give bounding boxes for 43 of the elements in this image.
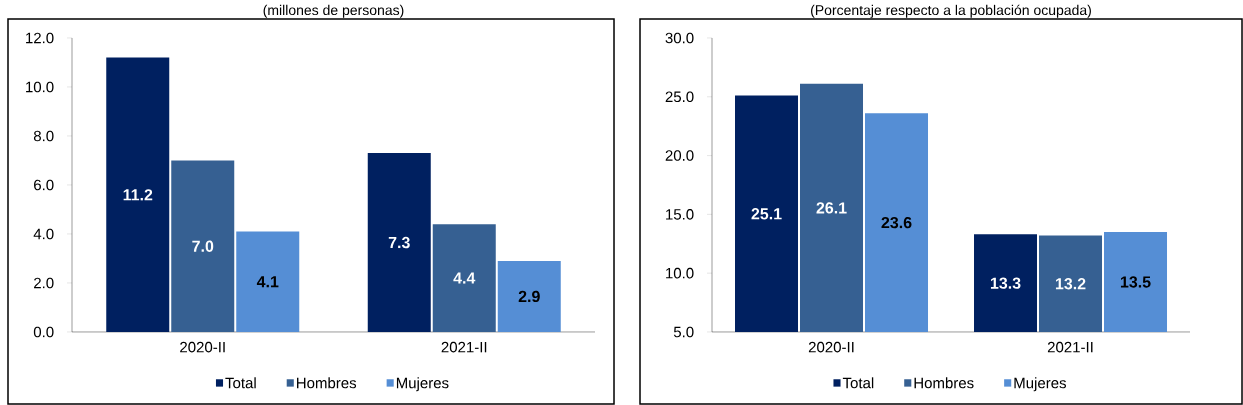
data-label: 23.6 — [881, 216, 912, 229]
y-tick-label: 4.0 — [33, 228, 54, 240]
legend-label: Mujeres — [396, 377, 449, 392]
x-tick-label: 2021-II — [1047, 341, 1093, 353]
y-tick-label: 30.0 — [665, 32, 694, 44]
legend-label: Total — [842, 377, 874, 389]
chart-subtitle: (Porcentaje respecto a la población ocupada) — [811, 4, 1091, 18]
data-label: 13.2 — [1055, 278, 1086, 290]
y-tick-label: 15.0 — [666, 209, 694, 220]
data-label: 13.3 — [990, 277, 1021, 289]
y-tick-label: 2.0 — [34, 277, 54, 289]
data-label: 11.2 — [123, 189, 153, 201]
x-tick-label: 2020-II — [808, 341, 854, 353]
data-label: 2.9 — [518, 290, 540, 303]
x-tick-label: 2020-II — [180, 341, 225, 353]
y-tick-label: 6.0 — [34, 179, 54, 191]
y-tick-label: 10.0 — [666, 267, 694, 279]
y-tick-label: 8.0 — [33, 130, 54, 142]
legend-label: Hombres — [297, 377, 357, 389]
bar — [171, 160, 235, 332]
y-tick-label: 20.0 — [665, 150, 694, 161]
y-tick-label: 0.0 — [33, 326, 54, 338]
data-label: 7.3 — [388, 236, 410, 249]
data-label: 4.1 — [256, 276, 279, 288]
y-tick-label: 12.0 — [26, 32, 54, 44]
bar — [106, 57, 170, 332]
bar — [367, 153, 431, 332]
bar — [497, 260, 561, 332]
data-label: 26.1 — [816, 202, 847, 214]
legend-label: Hombres — [914, 377, 974, 389]
y-tick-label: 5.0 — [673, 326, 694, 338]
bar — [236, 231, 300, 332]
data-label: 25.1 — [751, 208, 782, 220]
y-tick-label: 10.0 — [26, 81, 54, 93]
legend-label: Total — [225, 377, 256, 389]
data-label: 4.4 — [453, 272, 476, 284]
legend-label: Mujeres — [1014, 377, 1067, 392]
chart-subtitle: (millones de personas) — [263, 4, 404, 18]
x-tick-label: 2021-II — [441, 341, 487, 353]
data-label: 7.0 — [192, 240, 214, 252]
data-label: 13.5 — [1120, 276, 1151, 288]
y-tick-label: 25.0 — [665, 91, 694, 103]
bar — [432, 224, 496, 332]
